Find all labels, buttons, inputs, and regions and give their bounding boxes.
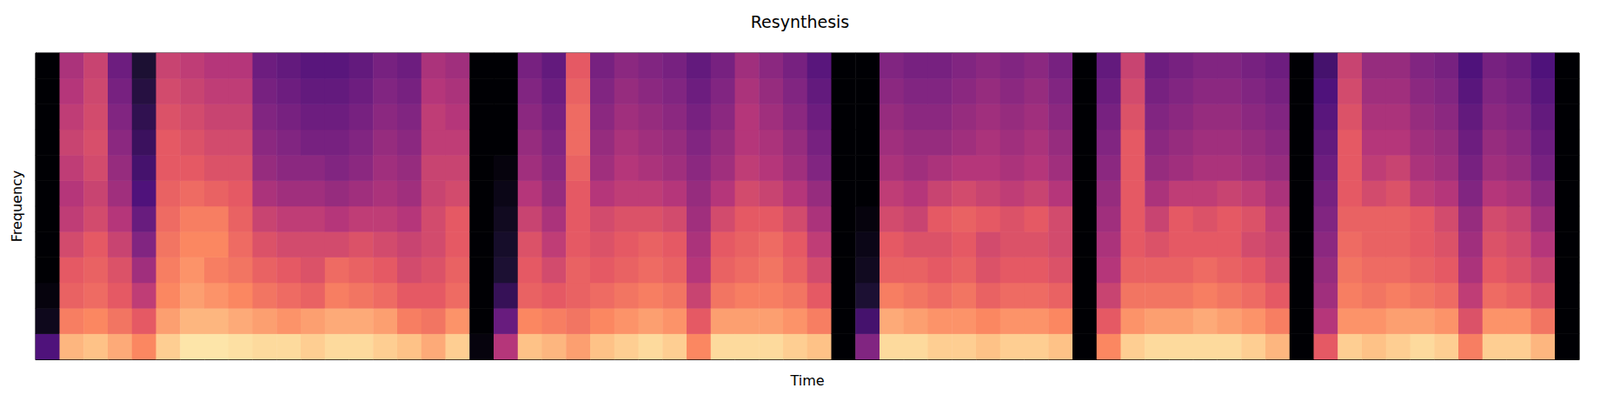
- svg-text:Resynthesis: Resynthesis: [750, 12, 850, 32]
- svg-text:Time: Time: [789, 371, 824, 389]
- svg-text:Frequency: Frequency: [8, 170, 26, 243]
